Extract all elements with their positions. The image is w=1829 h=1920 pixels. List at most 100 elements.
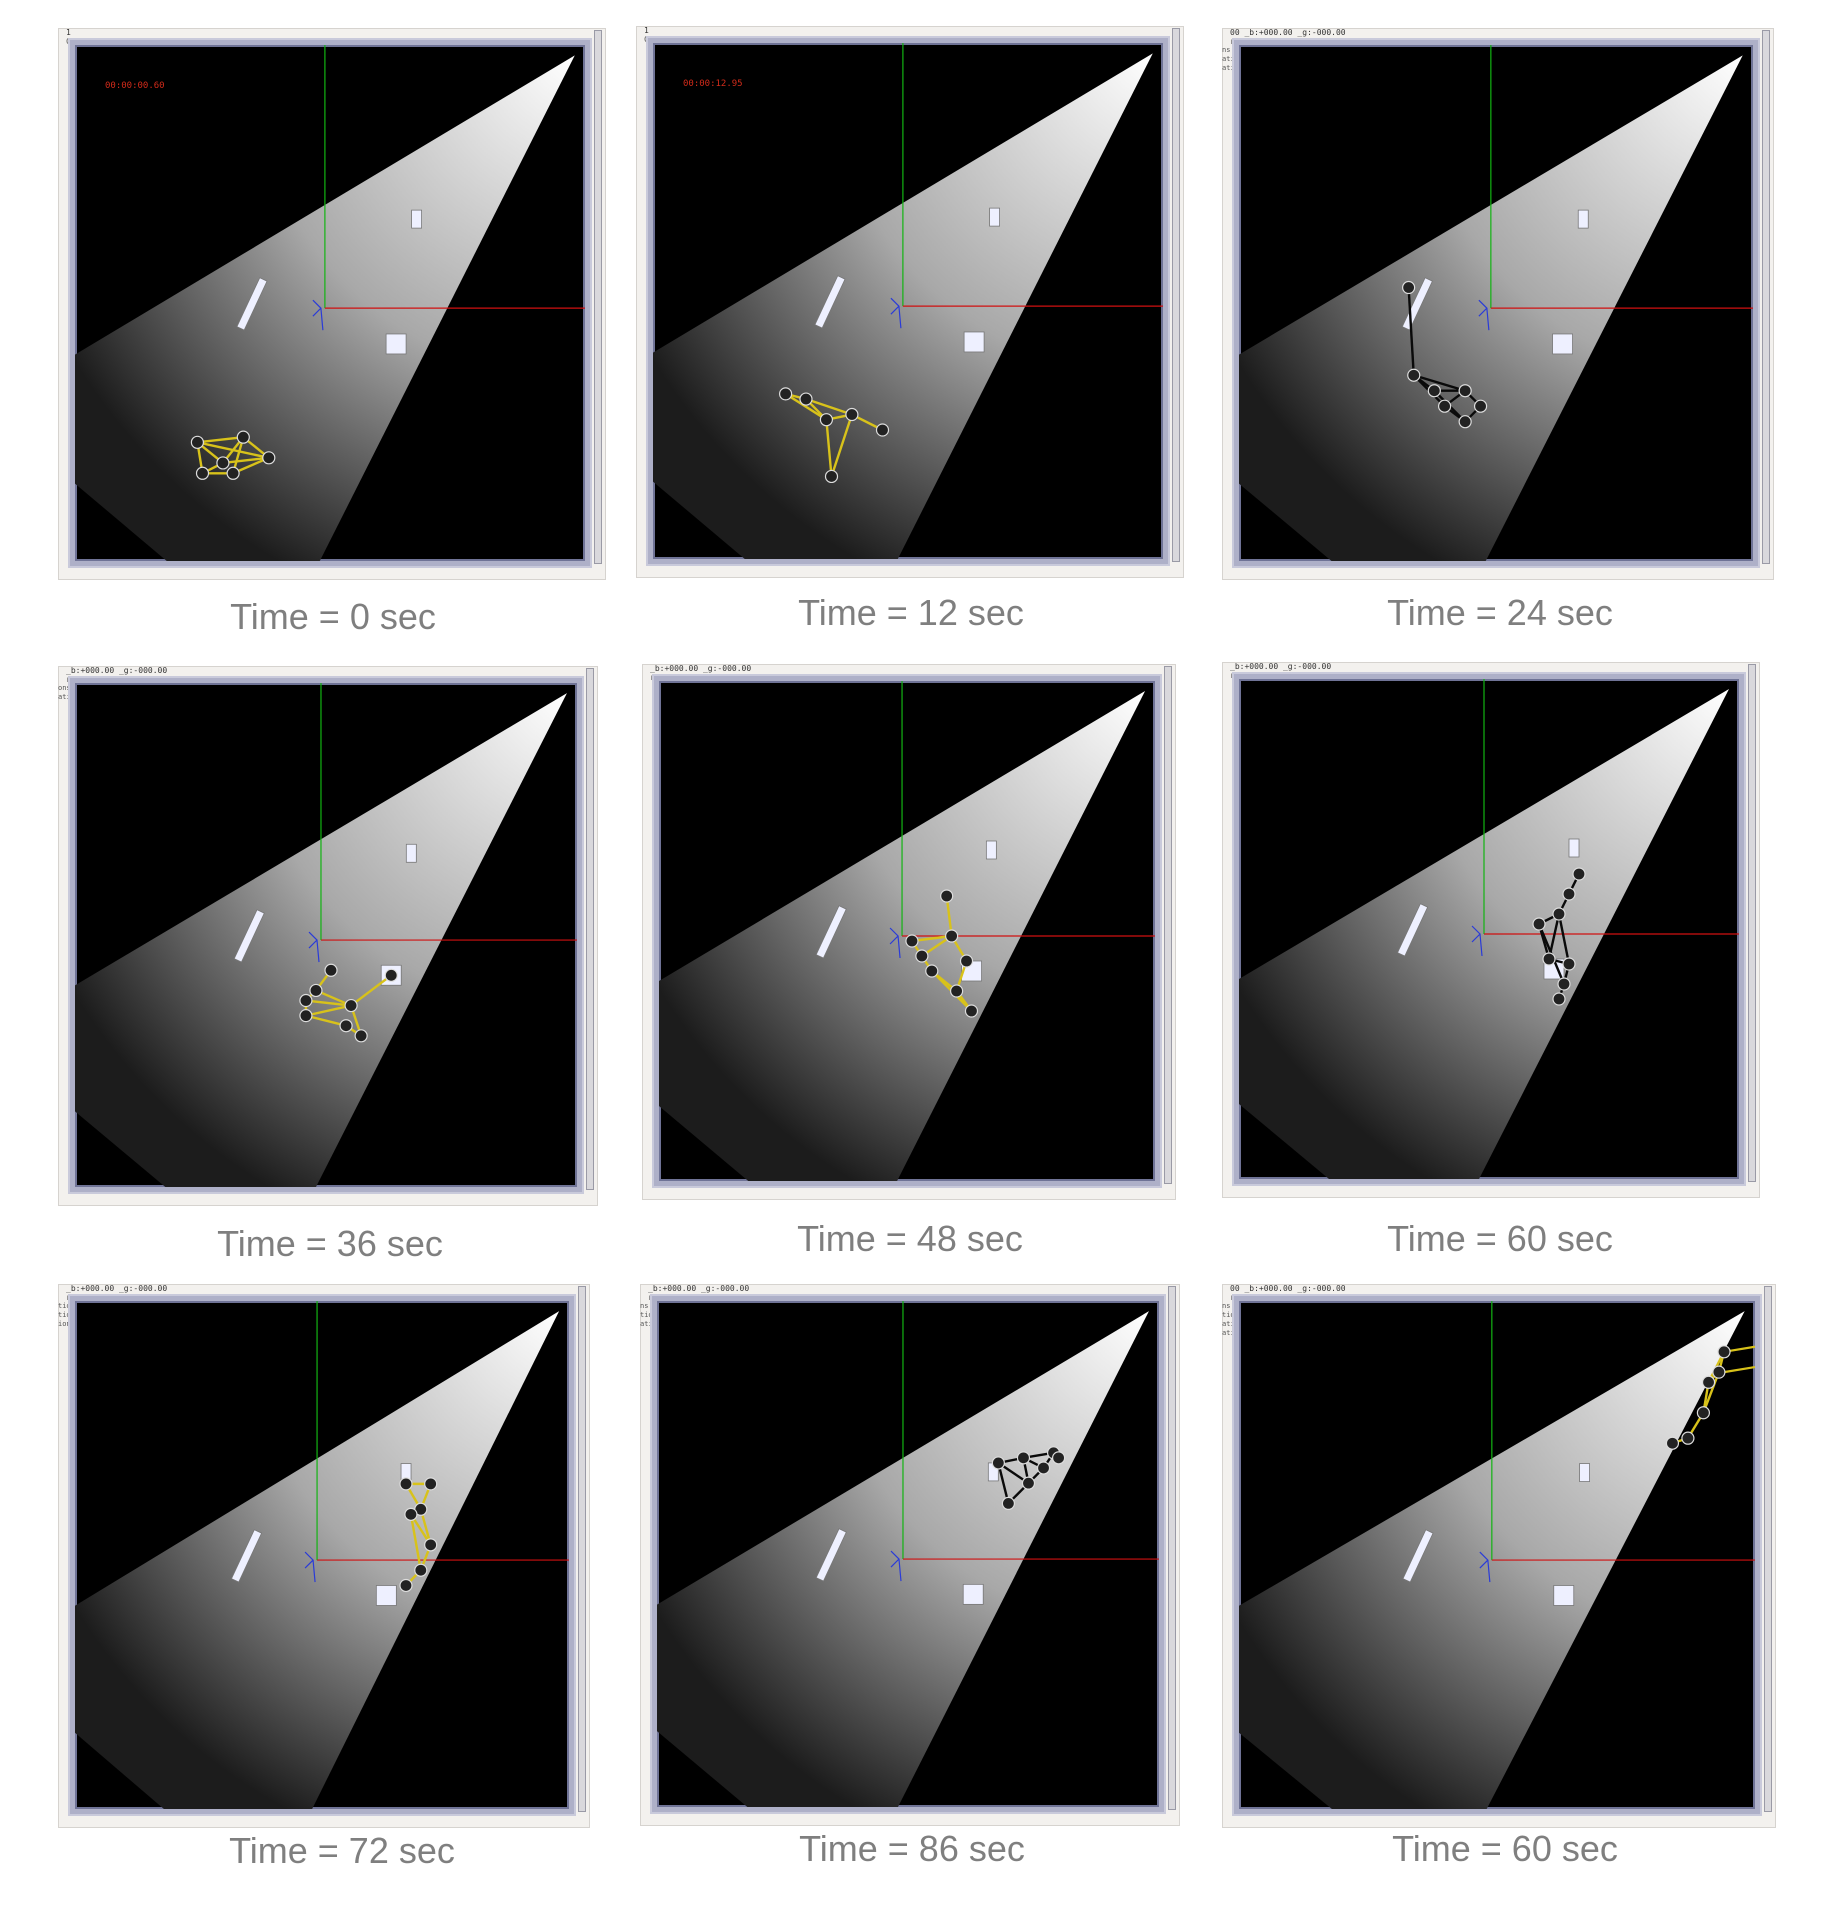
robot-module-node (1665, 1436, 1680, 1450)
robot-module-node (262, 451, 276, 465)
z-axis-marker (1478, 299, 1490, 331)
modular-robot (190, 430, 276, 480)
robot-module-node (309, 983, 323, 998)
3d-viewport[interactable] (70, 1296, 574, 1814)
robot-module-node (1552, 992, 1566, 1006)
modular-robot (779, 387, 890, 484)
scene (1239, 1301, 1755, 1809)
window-edge-pole (1762, 30, 1770, 564)
modular-robot (1665, 1345, 1755, 1450)
robot-module-node (399, 1477, 413, 1491)
3d-viewport[interactable] (652, 1296, 1164, 1812)
snapshot-panel: 1Conn00:00:12.95 (636, 26, 1184, 578)
modular-robot (399, 1477, 438, 1593)
3d-viewport[interactable]: 00:00:00.60 (70, 40, 590, 566)
robot-module-node (1562, 957, 1576, 971)
robot-module-node (945, 929, 959, 943)
obstacle-square-block (385, 333, 407, 355)
obstacle-square-block (1552, 333, 1573, 355)
robot-link (1557, 913, 1571, 965)
time-caption: Time = 0 sec (230, 596, 436, 637)
obstacle-wall-segment (233, 909, 265, 963)
status-line-orientation: _b:+000.00 _g:-000.00 (648, 1284, 750, 1293)
robot-link (305, 1004, 352, 1017)
robot-module-node (216, 456, 230, 470)
robot-module-node (940, 889, 954, 903)
obstacle-small-block (985, 840, 997, 860)
window-edge-pole (1168, 1286, 1176, 1810)
robot-module-node (991, 1456, 1005, 1470)
3d-viewport[interactable] (1234, 40, 1758, 566)
z-axis-marker (1471, 925, 1483, 957)
robot-module-node (384, 968, 398, 982)
robot-module-node (299, 1009, 313, 1023)
robot-module-node (905, 934, 919, 948)
obstacle-wall-segment (814, 275, 846, 329)
obstacle-small-block (1579, 1463, 1590, 1482)
obstacle-wall-segment (815, 905, 847, 959)
3d-viewport[interactable] (1234, 1296, 1760, 1814)
obstacle-small-block (989, 207, 1001, 227)
robot-link (1413, 374, 1466, 392)
robot-module-node (190, 435, 205, 449)
robot-module-node (779, 387, 793, 401)
modular-robot (1532, 867, 1586, 1006)
robot-module-node (399, 1578, 413, 1593)
robot-module-node (424, 1538, 438, 1552)
robot-module-node (875, 423, 890, 437)
robot-module-node (1458, 415, 1472, 429)
robot-module-node (1016, 1451, 1031, 1465)
robot-module-node (1712, 1365, 1726, 1379)
robot-module-node (1552, 907, 1566, 921)
obstacle-small-block (1577, 209, 1589, 229)
status-line-orientation: 1 (66, 28, 71, 37)
robot-module-node (1021, 1476, 1036, 1490)
robot-link (825, 419, 833, 477)
status-line-orientation: _b:+000.00 _g:-000.00 (650, 664, 752, 673)
robot-link (409, 1514, 422, 1571)
robot-link (350, 974, 392, 1007)
robot-module-node (1427, 384, 1441, 398)
obstacle-small-block (411, 209, 423, 229)
side-panel-text: ns tions ations ation (1222, 1302, 1234, 1337)
time-caption: Time = 72 sec (229, 1830, 455, 1871)
snapshot-panel: _b:+000.00 _g:-000.00real time: 00:02:01… (58, 666, 598, 1206)
obstacle-small-block (1568, 838, 1580, 858)
robot-module-node (339, 1019, 353, 1033)
3d-viewport[interactable] (654, 676, 1160, 1186)
snapshot-panel: _b:+000.00 _g:-000.00real time: 00:04:07… (58, 1284, 590, 1828)
robot-link (805, 397, 853, 416)
robot-module-node (1052, 1451, 1066, 1465)
robot-module-node (324, 963, 338, 977)
robot-module-node (404, 1507, 418, 1521)
scene (1239, 679, 1739, 1179)
status-line-orientation: _b:+000.00 _g:-000.00 (1230, 662, 1332, 671)
window-edge-pole (594, 30, 602, 564)
3d-viewport[interactable]: 00:00:12.95 (648, 38, 1168, 564)
robot-module-node (915, 949, 929, 963)
time-caption: Time = 24 sec (1387, 592, 1613, 633)
side-panel-text: ns ations ation (1222, 46, 1234, 72)
3d-viewport[interactable] (70, 678, 582, 1192)
time-caption: Time = 36 sec (217, 1223, 443, 1264)
robot-module-node (1696, 1406, 1710, 1420)
obstacle-square-block (962, 1583, 984, 1605)
obstacle-wall-segment (815, 1528, 847, 1582)
obstacle-wall-segment (236, 277, 268, 331)
obstacle-wall-segment (1397, 903, 1429, 957)
z-axis-marker (304, 1551, 316, 1583)
robot-module-node (299, 993, 313, 1008)
modular-robot (1402, 280, 1488, 429)
robot-link (305, 1014, 347, 1027)
robot-link (784, 392, 828, 421)
time-caption: Time = 60 sec (1392, 1828, 1618, 1869)
z-axis-marker (890, 297, 902, 329)
snapshot-panel: _b:+000.00 _g:-000.00real time: 00:02:40… (642, 664, 1176, 1200)
robot-module-node (354, 1029, 368, 1043)
robot-module-node (1438, 399, 1452, 413)
obstacle-small-block (405, 843, 417, 863)
robot-module-node (424, 1477, 438, 1491)
z-axis-marker (890, 1550, 902, 1582)
snapshot-panel: _b:+000.00 _g:-000.00real time: 00:04:50… (640, 1284, 1180, 1826)
3d-viewport[interactable] (1234, 674, 1744, 1184)
